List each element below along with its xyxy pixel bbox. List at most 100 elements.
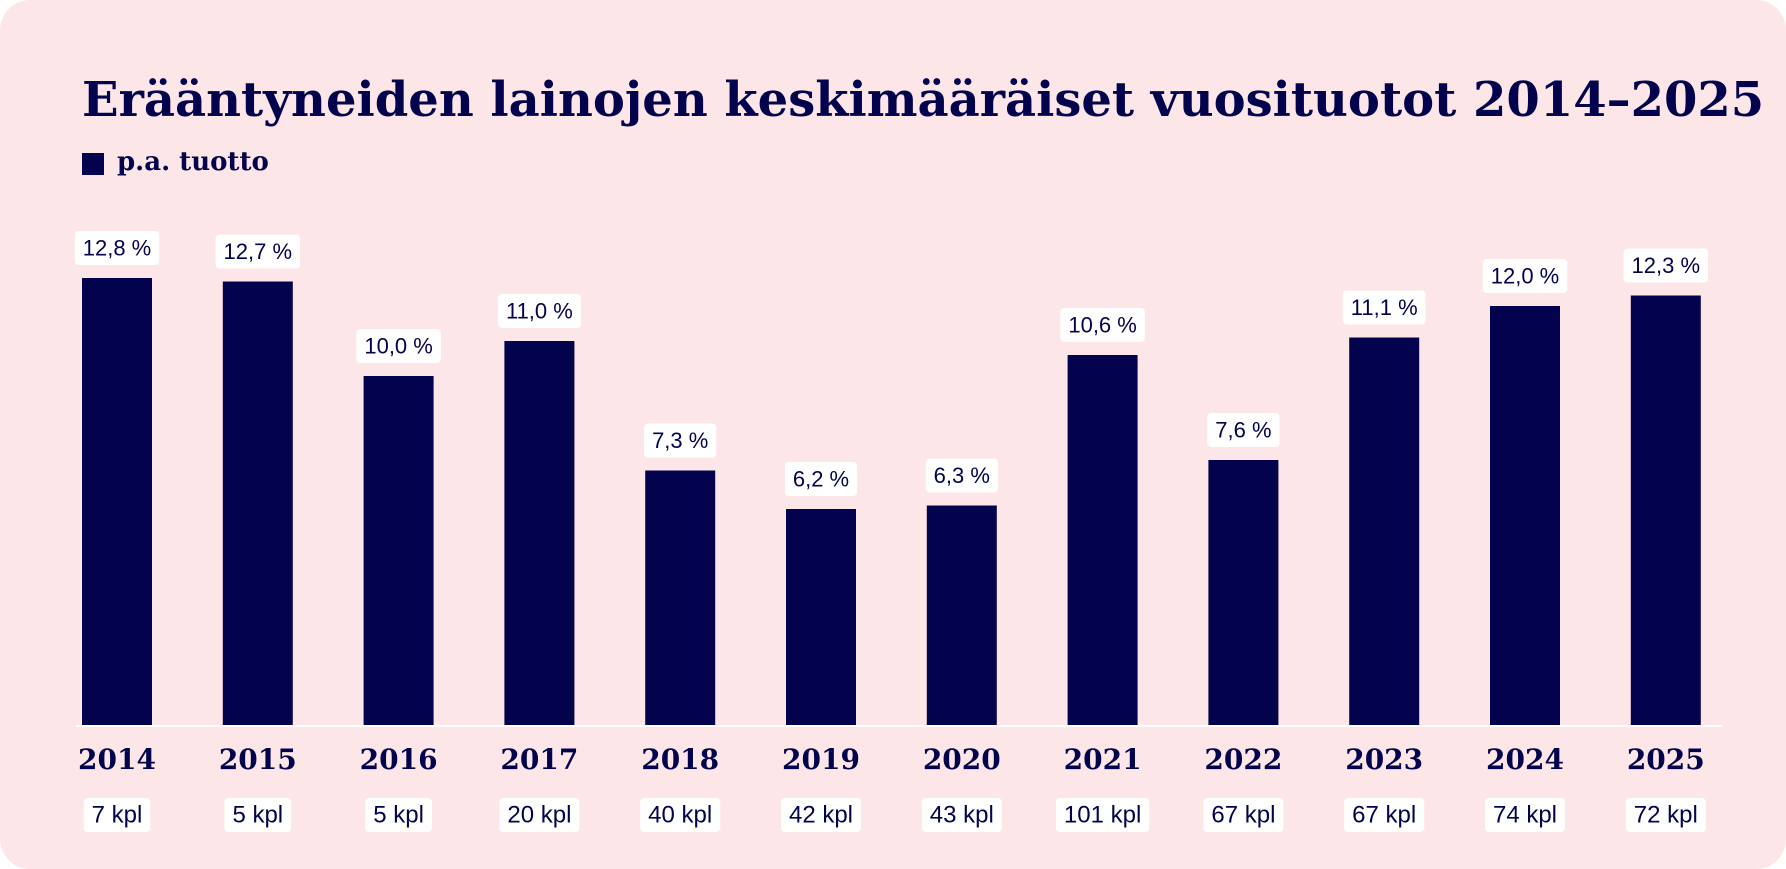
bar-2023 xyxy=(1349,337,1420,726)
value-label-2015-bg xyxy=(215,234,301,269)
value-label-2025-bg xyxy=(1623,248,1709,283)
bar-2015 xyxy=(222,281,293,726)
value-label-2025: 12,3 % xyxy=(1623,248,1709,283)
count-label-2022-bg xyxy=(1203,798,1284,832)
count-label-2016: 5 kpl xyxy=(365,798,432,832)
bar-2014 xyxy=(82,278,152,726)
count-label-2014-bg xyxy=(83,798,151,832)
bar-2021 xyxy=(1067,355,1138,726)
count-label-2020: 43 kpl xyxy=(921,798,1002,832)
count-label-2023-text: 67 kpl xyxy=(1352,802,1416,829)
legend-swatch xyxy=(82,153,104,175)
value-label-2024: 12,0 % xyxy=(1482,259,1568,293)
value-label-2019-text: 6,2 % xyxy=(793,467,849,492)
bar-2024 xyxy=(1490,306,1560,726)
value-label-2016: 10,0 % xyxy=(356,329,441,363)
count-label-2024-text: 74 kpl xyxy=(1493,802,1557,829)
value-label-2022: 7,6 % xyxy=(1207,413,1280,447)
value-label-2017-text: 11,0 % xyxy=(506,299,573,324)
bar-2017 xyxy=(504,341,575,726)
count-label-2025-bg xyxy=(1625,798,1706,832)
count-label-2017-bg xyxy=(499,798,580,832)
x-tick-label-2019: 2019 xyxy=(782,743,860,776)
value-label-2018-text: 7,3 % xyxy=(652,428,708,453)
count-label-2021-bg xyxy=(1055,798,1150,832)
value-label-2018-bg xyxy=(644,423,717,458)
x-tick-label-2014: 2014 xyxy=(78,743,156,776)
count-label-2018-text: 40 kpl xyxy=(648,802,712,829)
count-label-2015-bg xyxy=(224,798,292,832)
bar-2022 xyxy=(1208,460,1279,726)
plot-area: 12,8 % 2014 7 kpl 12,7 % 2015 5 kpl 10,0 % 2016… xyxy=(74,231,1722,832)
count-label-2019: 42 kpl xyxy=(780,798,862,832)
value-label-2023-bg xyxy=(1342,290,1426,325)
count-label-2023: 67 kpl xyxy=(1344,798,1425,832)
x-tick-label-2015: 2015 xyxy=(219,743,297,776)
value-label-2020-bg xyxy=(925,458,998,493)
count-label-2021-text: 101 kpl xyxy=(1064,802,1141,829)
value-label-2022-bg xyxy=(1207,413,1280,447)
count-label-2014: 7 kpl xyxy=(83,798,151,832)
value-label-2018: 7,3 % xyxy=(644,423,717,458)
value-label-2021-text: 10,6 % xyxy=(1068,313,1137,338)
x-tick-label-2020: 2020 xyxy=(923,743,1001,776)
count-label-2016-text: 5 kpl xyxy=(373,802,424,829)
value-label-2016-text: 10,0 % xyxy=(364,334,433,359)
chart-title: Erääntyneiden lainojen keskimääräiset vu… xyxy=(82,72,1764,128)
count-label-2014-text: 7 kpl xyxy=(92,802,143,829)
value-label-2017-bg xyxy=(497,294,581,328)
value-label-2017: 11,0 % xyxy=(497,294,581,328)
count-label-2021: 101 kpl xyxy=(1055,798,1150,832)
count-label-2019-bg xyxy=(780,798,862,832)
value-label-2021-bg xyxy=(1060,308,1145,342)
count-label-2017-text: 20 kpl xyxy=(507,802,571,829)
value-label-2022-text: 7,6 % xyxy=(1215,418,1271,443)
count-label-2019-text: 42 kpl xyxy=(789,802,853,829)
count-label-2023-bg xyxy=(1344,798,1425,832)
count-label-2025: 72 kpl xyxy=(1625,798,1706,832)
x-tick-label-2023: 2023 xyxy=(1345,743,1423,776)
value-label-2019-bg xyxy=(784,462,858,496)
count-label-2016-bg xyxy=(365,798,432,832)
value-label-2014-text: 12,8 % xyxy=(83,236,152,261)
x-tick-label-2022: 2022 xyxy=(1204,743,1282,776)
bar-2016 xyxy=(363,376,434,726)
count-label-2018: 40 kpl xyxy=(640,798,721,832)
value-label-2016-bg xyxy=(356,329,441,363)
x-tick-label-2017: 2017 xyxy=(500,743,578,776)
x-tick-label-2025: 2025 xyxy=(1627,743,1705,776)
count-label-2015: 5 kpl xyxy=(224,798,292,832)
count-label-2015-text: 5 kpl xyxy=(232,802,283,829)
value-label-2020: 6,3 % xyxy=(925,458,998,493)
value-label-2015: 12,7 % xyxy=(215,234,301,269)
bar-2025 xyxy=(1630,295,1701,726)
count-label-2022-text: 67 kpl xyxy=(1211,802,1275,829)
x-tick-label-2021: 2021 xyxy=(1064,743,1142,776)
value-label-2019: 6,2 % xyxy=(784,462,858,496)
value-label-2023: 11,1 % xyxy=(1342,290,1426,325)
value-label-2014-bg xyxy=(74,231,160,265)
bar-2018 xyxy=(645,470,716,726)
count-label-2025-text: 72 kpl xyxy=(1634,802,1698,829)
count-label-2024: 74 kpl xyxy=(1484,798,1566,832)
x-tick-label-2018: 2018 xyxy=(641,743,719,776)
bar-2019 xyxy=(786,509,856,726)
count-label-2020-text: 43 kpl xyxy=(930,802,994,829)
value-label-2024-text: 12,0 % xyxy=(1491,264,1560,289)
count-label-2018-bg xyxy=(640,798,721,832)
legend-label: p.a. tuotto xyxy=(117,147,269,177)
count-label-2020-bg xyxy=(921,798,1002,832)
count-label-2017: 20 kpl xyxy=(499,798,580,832)
value-label-2014: 12,8 % xyxy=(74,231,160,265)
count-label-2022: 67 kpl xyxy=(1203,798,1284,832)
value-label-2024-bg xyxy=(1482,259,1568,293)
x-tick-label-2024: 2024 xyxy=(1486,743,1564,776)
value-label-2020-text: 6,3 % xyxy=(934,463,990,488)
value-label-2025-text: 12,3 % xyxy=(1632,253,1701,278)
value-label-2023-text: 11,1 % xyxy=(1351,295,1418,320)
x-tick-label-2016: 2016 xyxy=(360,743,438,776)
value-label-2021: 10,6 % xyxy=(1060,308,1145,342)
